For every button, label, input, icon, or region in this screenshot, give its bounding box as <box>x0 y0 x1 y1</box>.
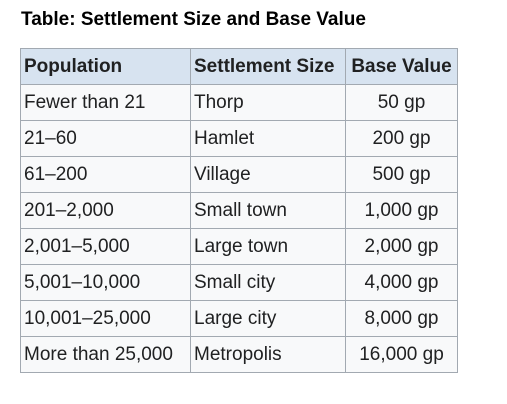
base-value-cell: 200 gp <box>345 120 458 157</box>
base-value-cell: 50 gp <box>345 84 458 121</box>
settlement-size-cell: Village <box>190 156 346 193</box>
base-value-cell: 8,000 gp <box>345 300 458 337</box>
settlement-size-cell: Small city <box>190 264 346 301</box>
settlement-size-cell: Hamlet <box>190 120 346 157</box>
column-header-settlement-size: Settlement Size <box>190 48 346 85</box>
table-row: 201–2,000 Small town 1,000 gp <box>20 192 458 229</box>
settlement-table: Population Settlement Size Base Value Fe… <box>20 48 458 373</box>
population-cell: 5,001–10,000 <box>20 264 191 301</box>
population-cell: 61–200 <box>20 156 191 193</box>
column-header-base-value: Base Value <box>345 48 458 85</box>
population-cell: Fewer than 21 <box>20 84 191 121</box>
population-cell: 21–60 <box>20 120 191 157</box>
settlement-size-cell: Metropolis <box>190 336 346 373</box>
population-cell: More than 25,000 <box>20 336 191 373</box>
column-header-population: Population <box>20 48 191 85</box>
table-row: 61–200 Village 500 gp <box>20 156 458 193</box>
settlement-size-cell: Small town <box>190 192 346 229</box>
table-row: 5,001–10,000 Small city 4,000 gp <box>20 264 458 301</box>
population-cell: 201–2,000 <box>20 192 191 229</box>
table-row: Fewer than 21 Thorp 50 gp <box>20 84 458 121</box>
base-value-cell: 16,000 gp <box>345 336 458 373</box>
table-row: 2,001–5,000 Large town 2,000 gp <box>20 228 458 265</box>
settlement-size-cell: Large town <box>190 228 346 265</box>
table-caption: Table: Settlement Size and Base Value <box>21 9 366 30</box>
base-value-cell: 4,000 gp <box>345 264 458 301</box>
table-row: 21–60 Hamlet 200 gp <box>20 120 458 157</box>
table-header-row: Population Settlement Size Base Value <box>20 48 458 85</box>
settlement-size-cell: Large city <box>190 300 346 337</box>
base-value-cell: 1,000 gp <box>345 192 458 229</box>
table-row: 10,001–25,000 Large city 8,000 gp <box>20 300 458 337</box>
base-value-cell: 500 gp <box>345 156 458 193</box>
population-cell: 10,001–25,000 <box>20 300 191 337</box>
population-cell: 2,001–5,000 <box>20 228 191 265</box>
settlement-size-cell: Thorp <box>190 84 346 121</box>
base-value-cell: 2,000 gp <box>345 228 458 265</box>
table-row: More than 25,000 Metropolis 16,000 gp <box>20 336 458 373</box>
